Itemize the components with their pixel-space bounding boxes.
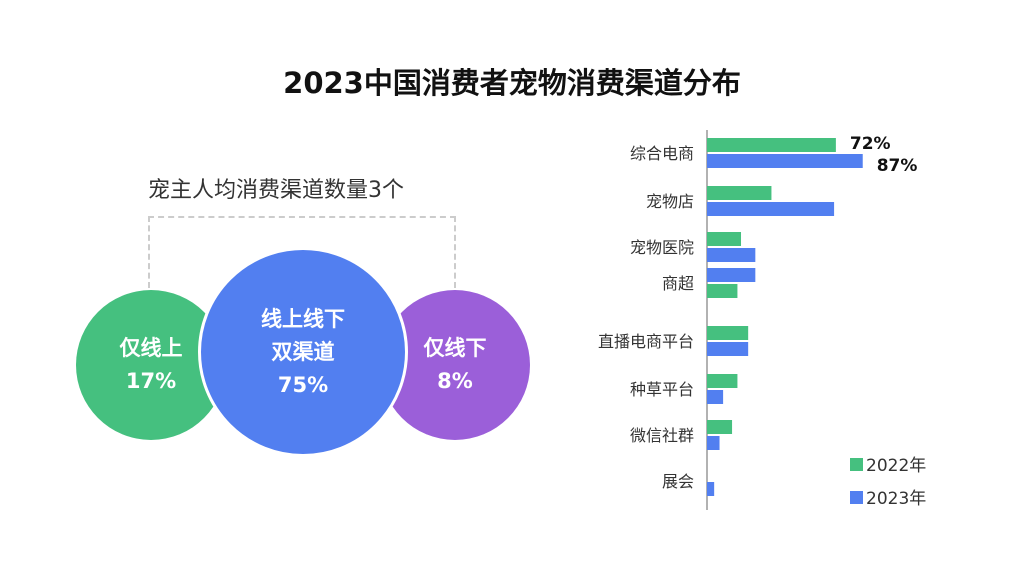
- bar-2022年-种草平台: [707, 374, 738, 388]
- online-only-circle: 仅线上 17%: [76, 290, 226, 440]
- bar-2023年-种草平台: [707, 390, 724, 404]
- dashed-bracket: [148, 216, 456, 288]
- bar-2022年-直播电商平台: [707, 326, 749, 340]
- legend-label: 2022年: [866, 456, 926, 476]
- category-label: 微信社群: [630, 426, 694, 445]
- category-label: 宠物店: [646, 192, 694, 211]
- category-label: 种草平台: [630, 380, 694, 399]
- data-label: 72%: [850, 134, 891, 154]
- venn-subtitle: 宠主人均消费渠道数量3个: [148, 178, 404, 203]
- bar-2022年-宠物医院: [707, 232, 742, 246]
- category-label: 综合电商: [630, 144, 694, 163]
- bar-2023年-商超: [707, 268, 756, 282]
- bar-2022年-宠物店: [707, 186, 772, 200]
- offline-only-label: 仅线下: [423, 336, 487, 360]
- bar-2023年-微信社群: [707, 436, 720, 450]
- bar-2022年-微信社群: [707, 420, 733, 434]
- legend-label: 2023年: [866, 489, 926, 509]
- category-label: 商超: [662, 274, 694, 293]
- category-label: 宠物医院: [630, 238, 694, 257]
- both-label-2: 双渠道: [271, 339, 335, 364]
- bar-2023年-展会: [707, 482, 715, 496]
- bar-2023年-综合电商: [707, 154, 863, 168]
- bar-2022年-综合电商: [707, 138, 836, 152]
- bar-2023年-宠物店: [707, 202, 835, 216]
- data-label: 87%: [877, 156, 918, 176]
- category-label: 展会: [662, 472, 694, 491]
- legend-swatch: [850, 491, 863, 504]
- bar-2023年-宠物医院: [707, 248, 756, 262]
- legend-swatch: [850, 458, 863, 471]
- online-only-value: 17%: [125, 369, 177, 393]
- both-value: 75%: [277, 372, 329, 397]
- bar-2023年-直播电商平台: [707, 342, 749, 356]
- offline-only-value: 8%: [437, 369, 473, 393]
- online-only-label: 仅线上: [119, 336, 183, 360]
- both-channels-circle: 线上线下 双渠道 75%: [198, 247, 408, 457]
- bar-2022年-商超: [707, 284, 738, 298]
- page-title: 2023中国消费者宠物消费渠道分布: [283, 66, 741, 100]
- category-label: 直播电商平台: [598, 332, 694, 351]
- both-label-1: 线上线下: [261, 306, 345, 331]
